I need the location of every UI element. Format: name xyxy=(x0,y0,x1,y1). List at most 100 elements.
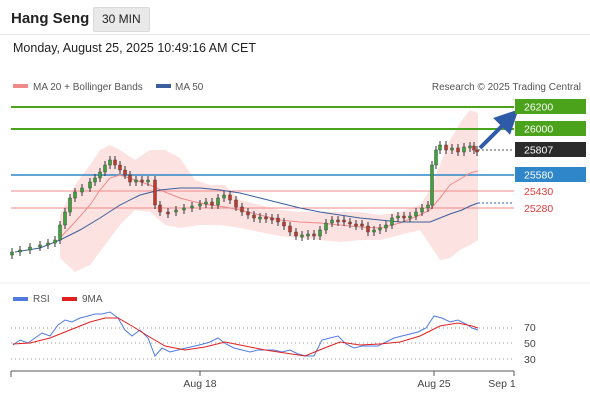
rsi-legend-label: RSI xyxy=(33,294,50,305)
candle-body xyxy=(98,171,102,179)
candle-body xyxy=(252,214,256,219)
candle-body xyxy=(312,233,316,237)
candle-body xyxy=(93,177,97,183)
x-label-aug18: Aug 18 xyxy=(183,378,216,390)
candle-body xyxy=(10,251,14,256)
candle-body xyxy=(462,146,466,153)
candle-body xyxy=(360,223,364,227)
rsi-ma9-line xyxy=(12,317,479,357)
candle-body xyxy=(103,164,107,173)
ma9-legend-swatch xyxy=(62,297,77,301)
candle-body xyxy=(46,242,50,246)
timeframe-button[interactable]: 30 MIN xyxy=(93,7,150,32)
candle-body xyxy=(118,164,122,171)
candle-body xyxy=(190,205,194,209)
level-tag-last-price xyxy=(515,142,586,157)
candle-body xyxy=(378,227,382,231)
candle-body xyxy=(80,187,84,193)
candle-body xyxy=(336,219,340,223)
candle-body xyxy=(330,219,334,224)
candle-body xyxy=(246,211,250,216)
ma50-legend-label: MA 50 xyxy=(175,82,204,93)
candle-body xyxy=(318,229,322,237)
candle-body xyxy=(158,204,162,213)
candle-body xyxy=(324,222,328,231)
candle-body xyxy=(234,199,238,208)
candle-body xyxy=(426,204,430,209)
candle-body xyxy=(58,224,62,241)
candle-body xyxy=(342,219,346,223)
candle-body xyxy=(134,179,138,183)
level-tag-pivot xyxy=(515,167,586,182)
candle-body xyxy=(430,164,434,206)
level-label-last-price: 25807 xyxy=(524,145,553,157)
candle-body xyxy=(216,197,220,206)
level-label-25280: 25280 xyxy=(524,203,553,215)
rsi-tick-30: 30 xyxy=(524,354,536,366)
candle-body xyxy=(28,246,32,251)
ma50-legend-swatch xyxy=(156,84,171,88)
instrument-title: Hang Seng xyxy=(11,10,90,27)
candle-body xyxy=(258,216,262,220)
candle-body xyxy=(456,147,460,153)
candle-body xyxy=(153,179,157,206)
ma20-legend-label: MA 20 + Bollinger Bands xyxy=(33,82,143,93)
candle-body xyxy=(128,174,132,183)
candle-body xyxy=(113,159,117,166)
rsi-line xyxy=(12,311,479,357)
ma50-line xyxy=(14,187,479,253)
candle-body xyxy=(414,211,418,217)
candle-body xyxy=(294,231,298,237)
candle-body xyxy=(88,181,92,189)
candle-body xyxy=(438,144,442,151)
candle-body xyxy=(408,215,412,219)
candle-body xyxy=(288,225,292,233)
level-label-26200: 26200 xyxy=(524,102,553,114)
candle-body xyxy=(166,211,170,215)
candle-body xyxy=(240,206,244,213)
candle-body xyxy=(434,149,438,166)
x-label-sep1: Sep 1 xyxy=(488,378,516,390)
candle-body xyxy=(18,249,22,253)
candle-body xyxy=(444,144,448,151)
rsi-tick-70: 70 xyxy=(524,322,536,334)
candle-body xyxy=(146,179,150,183)
candle-body xyxy=(276,217,280,223)
candle-body xyxy=(282,221,286,227)
candle-body xyxy=(182,207,186,211)
candle-body xyxy=(228,194,232,201)
ma20-legend-swatch xyxy=(13,84,28,88)
candle-body xyxy=(73,191,77,199)
candle-body xyxy=(198,203,202,207)
level-label-pivot: 25580 xyxy=(524,170,553,182)
level-label-25430: 25430 xyxy=(524,186,553,198)
candle-body xyxy=(402,215,406,219)
candle-body xyxy=(264,216,268,220)
candle-body xyxy=(210,201,214,206)
candle-body xyxy=(123,169,127,176)
candlestick-series xyxy=(10,141,479,259)
candle-body xyxy=(38,244,42,248)
candle-body xyxy=(354,223,358,227)
candle-body xyxy=(475,149,479,153)
candle-body xyxy=(300,234,304,238)
candle-body xyxy=(420,207,424,213)
chart-header: Hang Seng 30 MIN xyxy=(0,0,590,35)
candle-body xyxy=(108,159,112,166)
candle-body xyxy=(390,217,394,226)
candle-body xyxy=(306,233,310,237)
rsi-tick-50: 50 xyxy=(524,338,536,350)
candle-body xyxy=(204,201,208,205)
candle-body xyxy=(384,224,388,229)
level-label-26000: 26000 xyxy=(524,124,553,136)
candle-body xyxy=(174,209,178,213)
rsi-legend-swatch xyxy=(13,297,28,301)
candle-body xyxy=(63,211,67,226)
candle-body xyxy=(348,221,352,225)
candle-body xyxy=(372,229,376,233)
candle-body xyxy=(450,147,454,151)
candle-body xyxy=(222,194,226,199)
candle-body xyxy=(53,239,57,244)
candle-body xyxy=(270,217,274,221)
